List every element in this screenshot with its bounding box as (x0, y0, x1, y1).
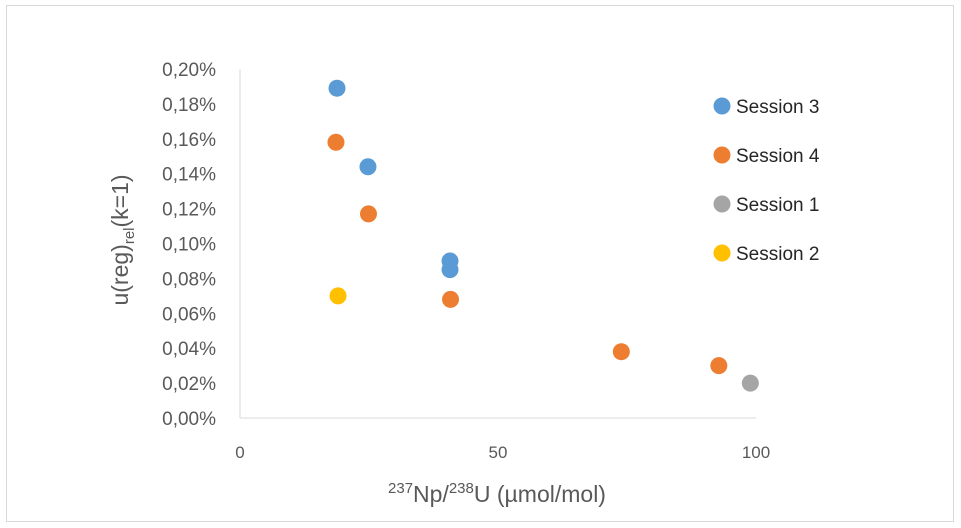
y-tick-label: 0,20% (162, 60, 216, 81)
point-session-4 (327, 133, 345, 151)
x-axis-ticks: 0 50 100 (235, 443, 770, 462)
y-tick-label: 0,12% (162, 200, 216, 221)
point-session-4 (442, 290, 460, 308)
y-tick-label: 0,04% (162, 339, 216, 360)
y-tick-label: 0,06% (162, 304, 216, 325)
point-session-1 (741, 374, 759, 392)
point-session-4 (359, 205, 377, 223)
x-axis-title: 237Np/238U (µmol/mol) (388, 480, 606, 507)
legend-label-session-2: Session 2 (736, 244, 819, 265)
legend-marker-session-2 (713, 244, 731, 262)
point-session-4 (612, 343, 630, 361)
y-tick-label: 0,14% (162, 165, 216, 186)
x-tick-label: 100 (742, 443, 770, 462)
legend-label-session-1: Session 1 (736, 195, 819, 216)
y-tick-label: 0,02% (162, 374, 216, 395)
legend-marker-session-4 (713, 146, 731, 164)
legend-marker-session-1 (713, 195, 731, 213)
y-axis-title: u(reg)rel(k=1) (107, 174, 138, 305)
y-tick-label: 0,10% (162, 235, 216, 256)
point-session-3 (359, 158, 377, 176)
point-session-3 (441, 261, 459, 279)
legend: Session 3 Session 4 Session 1 Session 2 (713, 97, 820, 265)
chart-area (6, 5, 954, 522)
y-tick-label: 0,08% (162, 269, 216, 290)
legend-marker-session-3 (713, 97, 731, 115)
legend-label-session-4: Session 4 (736, 146, 820, 167)
axes (239, 69, 756, 419)
y-tick-label: 0,00% (162, 409, 216, 430)
y-tick-label: 0,16% (162, 130, 216, 151)
x-tick-label: 0 (235, 443, 244, 462)
point-session-3 (328, 79, 346, 97)
y-tick-label: 0,18% (162, 95, 216, 116)
x-tick-label: 50 (489, 443, 508, 462)
point-session-4 (710, 357, 728, 375)
point-session-2 (329, 287, 347, 305)
y-axis-ticks: 0,00% 0,02% 0,04% 0,06% 0,08% 0,10% 0,12% 0,14%… (162, 60, 216, 430)
legend-label-session-3: Session 3 (736, 97, 819, 118)
data-points (327, 79, 759, 392)
